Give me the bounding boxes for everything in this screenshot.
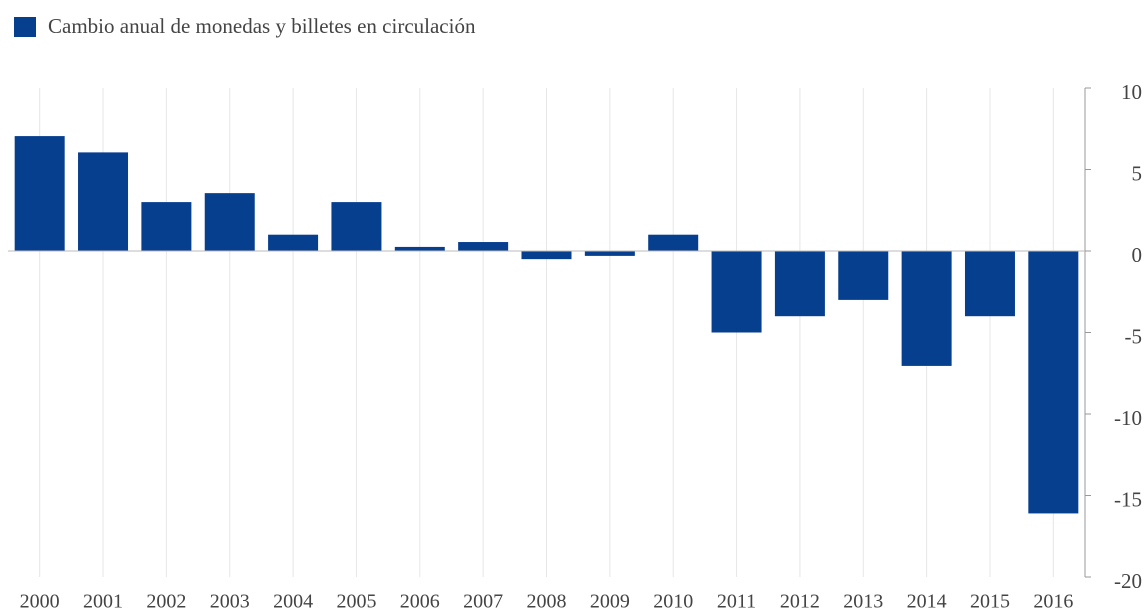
x-tick-label: 2008 <box>527 591 567 612</box>
x-tick-label: 2007 <box>463 591 503 612</box>
bar <box>331 202 382 251</box>
bar <box>204 193 255 251</box>
x-tick-label: 2004 <box>273 591 313 612</box>
x-tick-label: 2005 <box>336 591 376 612</box>
legend-label: Cambio anual de monedas y billetes en ci… <box>48 14 476 38</box>
x-tick-label: 2015 <box>970 591 1010 612</box>
bar <box>648 234 699 251</box>
bar <box>774 251 825 317</box>
y-tick-label: -10 <box>1114 406 1142 430</box>
bar <box>964 251 1015 317</box>
y-tick-label: 0 <box>1132 243 1143 267</box>
x-tick-label: 2002 <box>146 591 186 612</box>
x-tick-label: 2009 <box>590 591 630 612</box>
bar <box>458 242 509 251</box>
x-tick-label: 2006 <box>400 591 440 612</box>
bar <box>521 251 572 260</box>
bar <box>394 246 445 251</box>
x-tick-label: 2016 <box>1033 591 1073 612</box>
bar <box>584 251 635 256</box>
bar <box>901 251 952 366</box>
bar <box>1028 251 1079 514</box>
y-tick-label: -20 <box>1114 569 1142 593</box>
legend-swatch <box>14 17 36 37</box>
x-tick-label: 2003 <box>210 591 250 612</box>
y-tick-label: -5 <box>1125 324 1143 348</box>
bar <box>268 234 319 251</box>
x-tick-label: 2001 <box>83 591 123 612</box>
y-tick-label: -15 <box>1114 487 1142 511</box>
x-tick-label: 2012 <box>780 591 820 612</box>
bar <box>78 152 129 251</box>
x-tick-label: 2010 <box>653 591 693 612</box>
x-tick-label: 2013 <box>843 591 883 612</box>
x-tick-label: 2011 <box>717 591 756 612</box>
y-tick-label: 5 <box>1132 161 1143 185</box>
y-tick-label: 10 <box>1121 80 1142 104</box>
x-tick-label: 2014 <box>907 591 947 612</box>
bar <box>141 202 192 251</box>
x-tick-label: 2000 <box>20 591 60 612</box>
bar <box>711 251 762 333</box>
bar <box>14 136 65 251</box>
bar <box>838 251 889 300</box>
